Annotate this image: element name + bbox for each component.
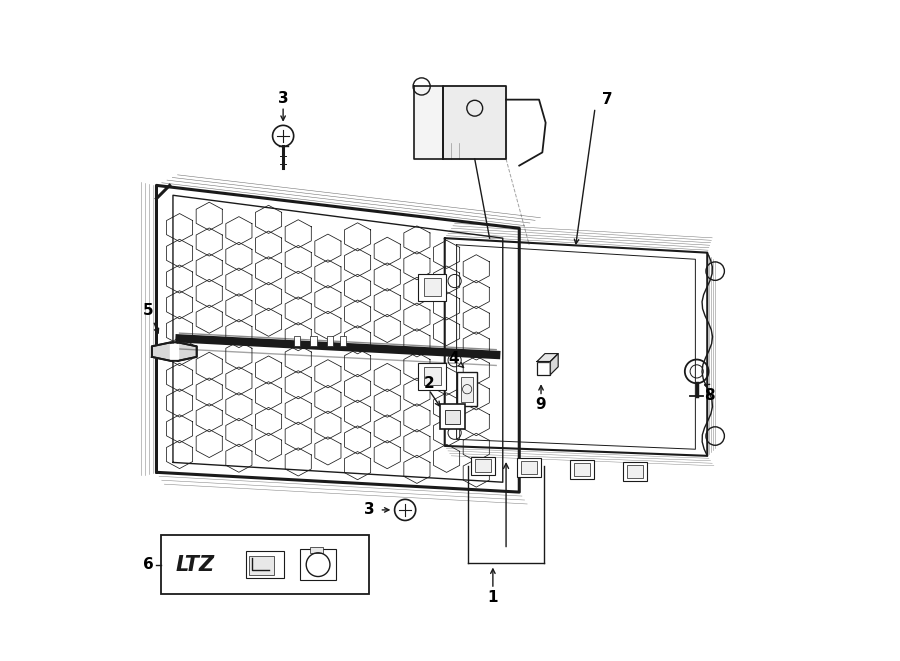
Bar — [424, 368, 441, 385]
Bar — [623, 462, 646, 481]
Bar — [574, 463, 590, 476]
Polygon shape — [445, 238, 707, 456]
Polygon shape — [152, 342, 171, 361]
Bar — [327, 336, 333, 346]
Bar — [461, 377, 473, 403]
Bar — [475, 459, 491, 473]
Bar — [570, 460, 594, 479]
Bar — [521, 461, 537, 474]
Polygon shape — [537, 354, 558, 362]
Text: 4: 4 — [448, 351, 459, 366]
Text: 7: 7 — [602, 92, 612, 107]
Text: 1: 1 — [488, 590, 498, 605]
Bar — [457, 372, 477, 407]
Polygon shape — [550, 354, 558, 375]
Bar — [440, 405, 465, 430]
Bar — [161, 535, 369, 594]
Bar — [626, 465, 643, 478]
Bar — [246, 551, 284, 578]
Text: 6: 6 — [143, 557, 154, 572]
Text: LTZ: LTZ — [176, 555, 215, 574]
Bar — [418, 364, 446, 390]
Bar — [446, 410, 460, 424]
Polygon shape — [157, 185, 519, 492]
Polygon shape — [170, 344, 178, 359]
Bar — [310, 336, 317, 346]
Bar — [537, 362, 550, 375]
Bar — [293, 336, 301, 346]
Bar — [518, 458, 541, 477]
Bar — [310, 547, 323, 553]
Text: 5: 5 — [143, 303, 154, 318]
Polygon shape — [444, 87, 506, 159]
Text: 3: 3 — [364, 502, 374, 518]
Bar — [248, 556, 274, 574]
Bar — [418, 274, 446, 301]
Text: 3: 3 — [278, 91, 288, 106]
Text: 9: 9 — [536, 397, 546, 412]
Bar — [340, 336, 346, 346]
Circle shape — [273, 126, 293, 147]
Text: 8: 8 — [704, 387, 715, 403]
Bar — [471, 457, 495, 475]
Text: 2: 2 — [424, 375, 435, 391]
Bar — [424, 278, 441, 296]
Polygon shape — [177, 342, 197, 361]
Polygon shape — [414, 87, 444, 159]
Circle shape — [394, 499, 416, 520]
Bar — [300, 549, 336, 580]
